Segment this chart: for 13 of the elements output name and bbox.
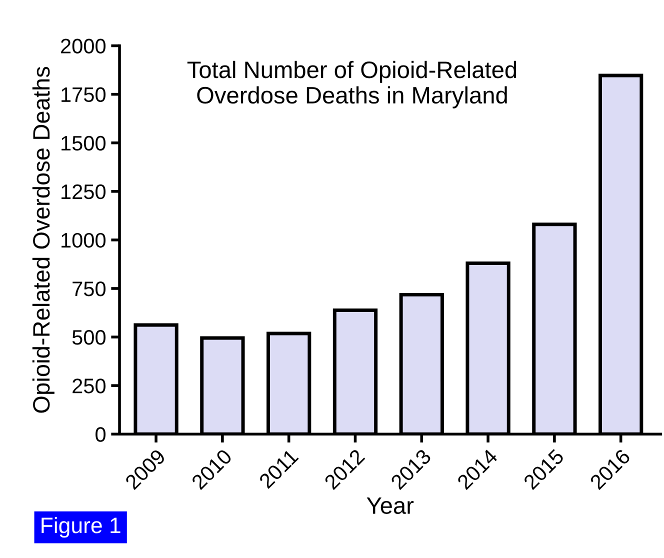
y-tick-label: 250: [72, 378, 106, 394]
x-axis-title: Year: [366, 497, 414, 514]
y-tick-label: 1000: [62, 232, 106, 248]
y-tick-label: 1250: [62, 184, 106, 200]
text: Total Number of Opioid-Related Overdose Deaths in Maryland: [187, 60, 516, 108]
y-tick-label: 1500: [62, 136, 106, 151]
caption: Figure 1: [42, 516, 120, 538]
y-tick-label: 500: [72, 330, 106, 345]
y-tick-label: 2000: [61, 38, 106, 54]
y-tick-label: 1750: [62, 87, 106, 102]
y-tick-label: 0: [96, 427, 106, 442]
y-tick-label: 750: [72, 281, 106, 296]
y-axis-title: Opioid-Related Overdose Deaths: [32, 66, 54, 413]
